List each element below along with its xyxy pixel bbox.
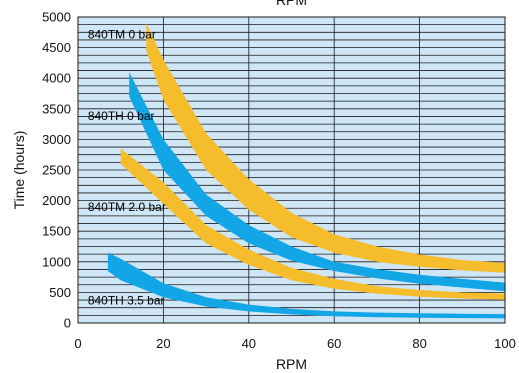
- y-tick-label: 4500: [42, 40, 71, 55]
- band-840tm-2-0-bar: [120, 148, 505, 300]
- series-label-840th-3-5-bar: 840TH 3.5 bar: [88, 294, 165, 308]
- band-840th-3-5-bar: [107, 252, 506, 319]
- y-axis-label: Time (hours): [11, 131, 27, 210]
- y-tick-label: 2000: [42, 193, 71, 208]
- series-labels: 840TM 0 bar 840TH 0 bar 840TM 2.0 bar 840TH…: [88, 27, 166, 307]
- plot-frame: [77, 16, 506, 324]
- x-axis-label: RPM: [276, 356, 307, 372]
- y-tick-label: 2500: [42, 163, 71, 178]
- x-tick-label: 80: [412, 336, 426, 351]
- y-tick-label: 500: [49, 285, 71, 300]
- x-tick-label: 100: [494, 336, 516, 351]
- y-tick-labels: 0 500 1000 1500 2000 2500 3000 3500 4000 4500 5000: [42, 10, 71, 331]
- band-840tm-0-bar: [146, 23, 506, 273]
- series-label-840th-0-bar: 840TH 0 bar: [88, 109, 155, 123]
- y-tick-label: 1000: [42, 254, 71, 269]
- x-tick-label: 0: [74, 336, 81, 351]
- y-tick-label: 4000: [42, 71, 71, 86]
- y-tick-label: 0: [64, 316, 71, 331]
- x-tick-labels: 0 20 40 60 80 100: [74, 336, 515, 351]
- x-tick-label: 20: [156, 336, 170, 351]
- y-tick-label: 3000: [42, 132, 71, 147]
- y-tick-label: 1500: [42, 224, 71, 239]
- series-label-840tm-2-0-bar: 840TM 2.0 bar: [88, 200, 166, 214]
- y-tick-label: 3500: [42, 101, 71, 116]
- series-bands: [107, 23, 506, 319]
- x-tick-label: 40: [242, 336, 256, 351]
- x-tick-label: 60: [327, 336, 341, 351]
- series-label-840tm-0-bar: 840TM 0 bar: [88, 27, 156, 41]
- chart-title: RPM: [276, 0, 307, 8]
- y-tick-label: 5000: [42, 10, 71, 25]
